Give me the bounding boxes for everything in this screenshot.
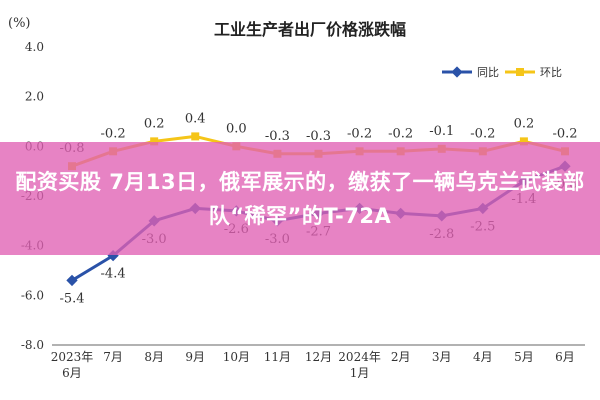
data-label-mom: -0.3 bbox=[265, 129, 290, 144]
data-label-mom: -0.2 bbox=[388, 126, 413, 141]
x-axis-ticks: 2023年 6月 7月 8月 9月 10月 11月 12月 2024年 1月 2月 3月 4月 5月 6月 bbox=[51, 350, 575, 380]
data-label-mom: -0.2 bbox=[470, 126, 495, 141]
legend-marker-yoy bbox=[451, 66, 463, 78]
data-label-mom: 0.2 bbox=[144, 116, 165, 131]
x-tick-label: 2月 bbox=[391, 350, 411, 364]
x-tick-label: 5月 bbox=[514, 350, 534, 364]
data-label-yoy: -5.4 bbox=[59, 291, 84, 306]
y-axis-unit: (%) bbox=[8, 16, 31, 31]
data-label-mom: 0.2 bbox=[514, 116, 535, 131]
y-tick-label: -8.0 bbox=[21, 338, 44, 352]
y-tick-label: -6.0 bbox=[21, 288, 44, 302]
data-point-mom bbox=[519, 137, 528, 146]
data-point-mom bbox=[191, 132, 200, 141]
data-label-mom: -0.2 bbox=[552, 126, 577, 141]
x-tick-label: 6月 bbox=[555, 350, 575, 364]
legend-marker-mom bbox=[516, 68, 524, 76]
legend-label-yoy: 同比 bbox=[477, 66, 499, 79]
x-tick-label: 8月 bbox=[144, 350, 164, 364]
x-tick-label: 9月 bbox=[185, 350, 205, 364]
data-label-mom: -0.2 bbox=[101, 126, 126, 141]
data-label-mom: -0.2 bbox=[347, 126, 372, 141]
x-tick-label: 4月 bbox=[473, 350, 493, 364]
x-tick-label: 11月 bbox=[264, 350, 291, 364]
x-tick-label: 2024年 1月 bbox=[338, 350, 381, 380]
data-label-mom: 0.0 bbox=[226, 121, 247, 136]
data-point-mom bbox=[150, 137, 159, 146]
legend: 同比 环比 bbox=[442, 66, 562, 79]
chart-title: 工业生产者出厂价格涨跌幅 bbox=[214, 20, 406, 39]
data-label-mom: 0.4 bbox=[185, 111, 206, 126]
headline-text: 配资买股 7月13日，俄军展示的，缴获了一辆乌克兰武装部队“稀罕”的T-72A bbox=[15, 169, 585, 228]
legend-label-mom: 环比 bbox=[540, 66, 562, 79]
data-label-mom: -0.1 bbox=[429, 124, 454, 139]
x-tick-label: 10月 bbox=[223, 350, 250, 364]
headline-banner[interactable]: 配资买股 7月13日，俄军展示的，缴获了一辆乌克兰武装部队“稀罕”的T-72A bbox=[0, 142, 600, 255]
x-tick-label: 3月 bbox=[432, 350, 452, 364]
y-tick-label: 2.0 bbox=[25, 90, 44, 104]
data-label-mom: -0.3 bbox=[306, 129, 331, 144]
x-tick-label: 7月 bbox=[103, 350, 123, 364]
x-tick-label: 2023年 6月 bbox=[51, 350, 94, 380]
y-tick-label: 4.0 bbox=[25, 40, 44, 54]
data-label-yoy: -4.4 bbox=[101, 267, 126, 282]
x-tick-label: 12月 bbox=[305, 350, 332, 364]
